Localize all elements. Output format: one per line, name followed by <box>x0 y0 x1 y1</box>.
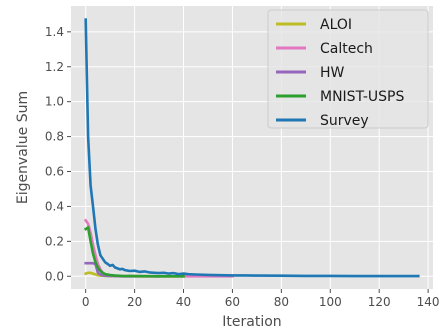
y-tick-label: 1.2 <box>45 60 64 74</box>
legend-label: ALOI <box>320 17 352 33</box>
x-tick-label: 80 <box>274 295 289 309</box>
legend-label: HW <box>320 65 345 81</box>
series-line-survey <box>84 18 420 278</box>
y-tick-label: 1.4 <box>45 25 64 39</box>
y-tick-label: 0.4 <box>45 199 64 213</box>
legend: ALOI Caltech HW MNIST-USPS Survey <box>267 9 429 129</box>
legend-label: Survey <box>320 113 369 129</box>
x-tick-label: 120 <box>368 295 391 309</box>
x-axis-label: Iteration <box>222 314 281 330</box>
axis-ticks: 0 20 40 60 80 100 120 140 0.0 0.2 0.4 0.6 0.8 1.0 1.2 1… <box>45 25 440 309</box>
x-tick-label: 100 <box>319 295 342 309</box>
x-tick-label: 60 <box>225 295 240 309</box>
legend-label: MNIST-USPS <box>320 89 404 105</box>
y-tick-label: 0.0 <box>45 269 64 283</box>
series-layer <box>83 18 420 278</box>
legend-box <box>267 9 429 129</box>
x-tick-label: 40 <box>176 295 191 309</box>
legend-label: Caltech <box>320 41 373 57</box>
x-tick-label: 140 <box>417 295 440 309</box>
y-tick-label: 0.2 <box>45 234 64 248</box>
series-line-mnist-usps <box>83 226 185 278</box>
x-tick-label: 20 <box>127 295 142 309</box>
y-tick-label: 1.0 <box>45 95 64 109</box>
y-axis-label: Eigenvalue Sum <box>15 91 31 204</box>
x-tick-label: 0 <box>82 295 90 309</box>
y-tick-label: 0.6 <box>45 165 64 179</box>
y-tick-label: 0.8 <box>45 130 64 144</box>
